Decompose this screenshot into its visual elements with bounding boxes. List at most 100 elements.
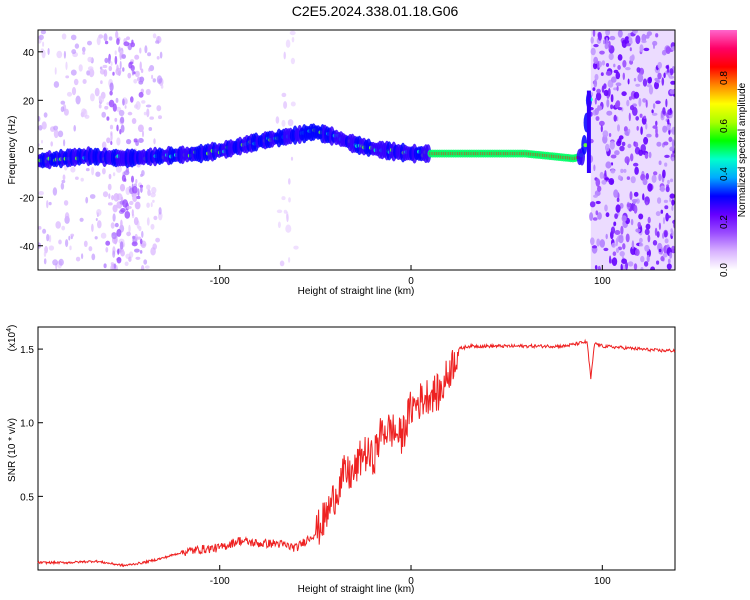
noise-speckle [645,201,649,206]
noise-speckle [662,217,666,225]
noise-speckle [54,67,57,75]
noise-speckle [643,136,649,145]
noise-speckle [661,77,665,86]
noise-speckle [645,223,651,230]
noise-speckle [96,36,101,46]
noise-speckle [114,117,118,122]
noise-speckle [645,99,648,108]
page-title: C2E5.2024.338.01.18.G06 [291,3,459,19]
noise-speckle [68,235,71,241]
noise-speckle [288,197,291,203]
noise-speckle [87,56,93,63]
noise-speckle [132,235,136,240]
snr-x-label: Height of straight line (km) [298,584,415,595]
noise-speckle [622,264,626,270]
noise-speckle [289,30,296,36]
noise-speckle [89,194,96,199]
noise-speckle [110,141,113,145]
noise-speckle [111,232,117,240]
noise-speckle [642,78,648,87]
noise-speckle [620,263,623,270]
noise-speckle [593,44,599,48]
noise-speckle [125,167,129,173]
noise-speckle [118,109,125,117]
x-tick-label: 0 [408,576,414,587]
noise-speckle [613,221,617,227]
noise-speckle [621,215,627,223]
noise-speckle [113,263,117,269]
noise-speckle [160,84,164,89]
noise-speckle [639,44,644,53]
colorbar: 0.0 0.2 0.4 0.6 0.8 Normalized spectral ampl… [710,30,748,277]
noise-speckle [149,116,154,120]
noise-speckle [664,238,669,244]
noise-speckle [614,150,620,156]
noise-speckle [143,259,148,265]
noise-speckle [133,71,136,75]
noise-speckle [107,183,112,191]
noise-speckle [630,153,634,162]
spectrogram-x-label: Height of straight line (km) [298,286,415,297]
noise-speckle [658,160,662,166]
noise-speckle [643,115,647,120]
noise-speckle [639,237,643,243]
x-tick-label: 0 [408,276,414,287]
y-tick-label: 1.0 [20,419,34,430]
noise-block [590,30,675,270]
noise-speckle [104,57,109,64]
noise-speckle [671,156,675,162]
noise-speckle [63,108,69,116]
noise-speckle [616,85,619,92]
noise-speckle [281,196,286,201]
noise-speckle [589,212,594,221]
noise-speckle [158,115,162,120]
noise-speckle [599,50,605,55]
noise-speckle [660,209,664,214]
noise-speckle [150,247,156,256]
noise-speckle [608,133,612,137]
noise-speckle [65,239,69,248]
noise-speckle [114,55,118,65]
noise-speckle [128,224,131,233]
noise-speckle [281,92,287,98]
noise-speckle [669,193,675,199]
noise-speckle [38,226,42,230]
noise-speckle [139,238,143,245]
noise-speckle [155,40,160,44]
noise-speckle [53,81,60,88]
noise-speckle [595,210,599,216]
noise-speckle [666,263,672,270]
noise-speckle [279,260,285,267]
noise-speckle [120,208,126,213]
noise-speckle [608,52,614,61]
noise-speckle [126,205,132,210]
noise-speckle [604,177,610,181]
noise-speckle [655,33,659,38]
noise-speckle [601,85,605,93]
noise-speckle [595,200,601,205]
noise-speckle [639,242,644,247]
noise-speckle [630,176,636,184]
noise-speckle [104,105,109,110]
noise-speckle [651,109,654,114]
noise-speckle [662,169,666,179]
noise-speckle [610,226,616,234]
snr-series-line [37,338,676,568]
noise-speckle [599,171,604,179]
colorbar-tick-label: 0.6 [719,119,730,133]
noise-speckle [41,121,47,130]
noise-speckle [83,240,88,247]
noise-speckle [153,215,158,221]
noise-speckle [655,100,661,105]
ridge-peak [583,143,588,148]
noise-speckle [112,204,118,213]
noise-speckle [613,63,616,68]
noise-speckle [605,63,610,67]
noise-speckle [290,156,294,161]
noise-speckle [124,211,131,219]
noise-speckle [647,77,652,84]
noise-speckle [656,260,660,265]
noise-speckle [646,84,653,88]
noise-speckle [624,156,630,164]
noise-speckle [275,116,280,124]
